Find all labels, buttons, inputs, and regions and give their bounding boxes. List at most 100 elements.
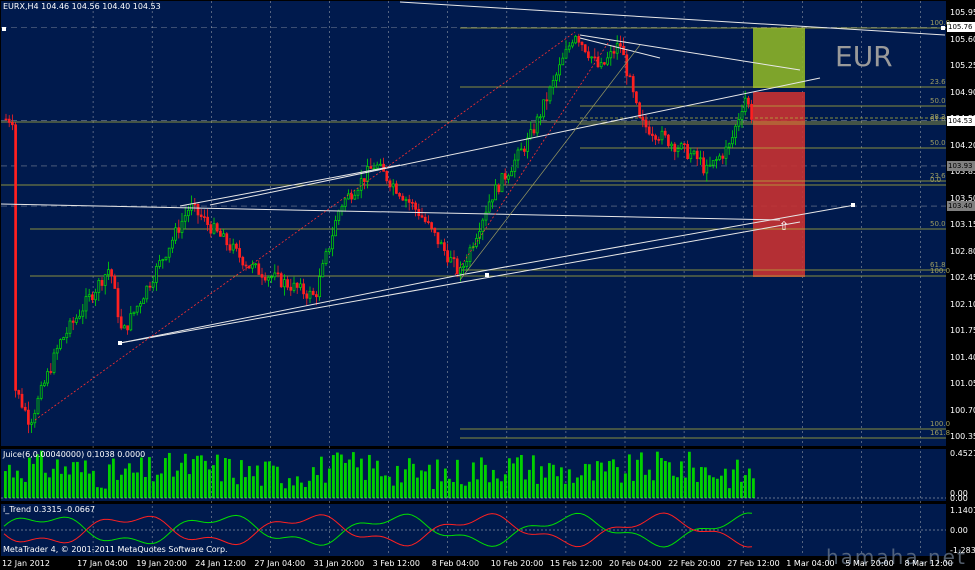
price-axis-label: 104.90 [950, 87, 975, 97]
juice-bar [112, 458, 115, 498]
fib-label: 100.0 [930, 19, 951, 27]
juice-bar [312, 467, 315, 498]
anchor-point [118, 341, 122, 345]
juice-bar [740, 481, 743, 498]
juice-bar [440, 481, 443, 498]
candle-body [11, 122, 14, 126]
juice-bar [652, 480, 655, 498]
candle-body [206, 216, 209, 225]
fib-anchor-line [454, 39, 611, 276]
time-axis-label: 17 Jan 04:00 [77, 559, 128, 568]
trend-indicator-lines [1, 512, 946, 548]
juice-bar [288, 478, 291, 498]
candle-body [14, 124, 17, 391]
candle-body [87, 294, 91, 297]
candle-body [81, 310, 85, 317]
juice-bar [68, 474, 71, 498]
candle-body [171, 239, 174, 249]
juice-bar [56, 459, 59, 498]
candle-body [372, 167, 376, 170]
price-axis-label: 101.40 [950, 352, 975, 362]
juice-bar [24, 481, 27, 498]
juice-bar [420, 470, 423, 498]
candle-body [126, 325, 129, 331]
candle-body [686, 144, 689, 160]
juice-bar [528, 469, 531, 498]
juice-bar [680, 461, 683, 498]
candle-body [23, 406, 27, 411]
candle-body [225, 233, 229, 246]
juice-bar [296, 476, 299, 498]
juice-bar [672, 475, 675, 498]
juice-bar [596, 461, 599, 498]
candle-body [135, 305, 139, 313]
candle-body [423, 216, 427, 222]
fib-label: 50.0 [930, 220, 946, 228]
candle-body [487, 201, 491, 213]
candle-body [529, 129, 533, 139]
candle-body [203, 216, 206, 218]
trendline [579, 34, 801, 71]
trendline [179, 164, 401, 207]
juice-bar [300, 482, 303, 498]
fib-label: 0.0 [930, 176, 942, 184]
candle-body [580, 41, 584, 46]
candle-body [494, 184, 497, 201]
time-axis-label: 22 Feb 20:00 [668, 559, 721, 568]
time-axis-label: 15 Feb 12:00 [549, 559, 603, 568]
juice-bar [504, 474, 507, 498]
anchor-point [941, 26, 945, 30]
candle-body [174, 227, 177, 241]
time-axis-label: 3 Feb 12:00 [372, 559, 420, 568]
candle-body [542, 99, 545, 118]
juice-bar [544, 477, 547, 498]
currency-annotation: EUR [835, 40, 893, 73]
juice-bar [520, 454, 523, 498]
juice-bar [332, 455, 335, 498]
time-axis-label: 12 Jan 2012 [2, 559, 50, 568]
candle-body [737, 119, 741, 127]
time-axis-label: 1 Mar 04:00 [786, 559, 835, 568]
candle-body [318, 276, 321, 298]
juice-bar [688, 451, 691, 498]
copyright-text: MetaTrader 4, © 2001-2011 MetaQuotes Sof… [3, 545, 228, 554]
candle-body [308, 290, 312, 299]
juice-bar [184, 453, 187, 498]
trendline [209, 77, 821, 206]
price-axis-label: 103.50 [950, 193, 975, 203]
juice-bar [448, 478, 451, 498]
trendlines[interactable]: ⇧ [0, 1, 946, 421]
fib-label: 61.8 [930, 115, 946, 123]
candle-body [481, 219, 485, 232]
fib-anchor-line [459, 44, 641, 281]
juice-bar [724, 468, 727, 498]
candle-body [622, 45, 625, 56]
symbol-info: EURX,H4 104.46 104.56 104.40 104.53 [3, 2, 161, 11]
candle-body [46, 371, 49, 384]
candle-body [327, 248, 331, 253]
candle-body [609, 51, 613, 59]
candle-body [235, 243, 238, 249]
trendline [119, 274, 461, 344]
candle-body [62, 337, 65, 341]
trendline [399, 1, 946, 36]
candle-body [215, 223, 219, 232]
juice-bar [220, 481, 223, 498]
price-axis-label: 101.05 [950, 379, 975, 388]
trendline [119, 221, 801, 344]
juice-bar [212, 465, 215, 498]
fib-label: 50.0 [930, 139, 946, 147]
price-axis-label: 105.95 [950, 8, 975, 17]
juice-bar [500, 481, 503, 498]
juice-bar [744, 475, 747, 498]
candle-body [510, 170, 513, 177]
candle-body [68, 320, 72, 334]
juice-bar [88, 473, 91, 498]
juice-bar [28, 457, 31, 498]
candle-body [164, 256, 168, 260]
juice-bar [80, 472, 83, 498]
candle-body [599, 62, 603, 68]
candle-body [17, 390, 21, 395]
candle-body [603, 62, 606, 65]
